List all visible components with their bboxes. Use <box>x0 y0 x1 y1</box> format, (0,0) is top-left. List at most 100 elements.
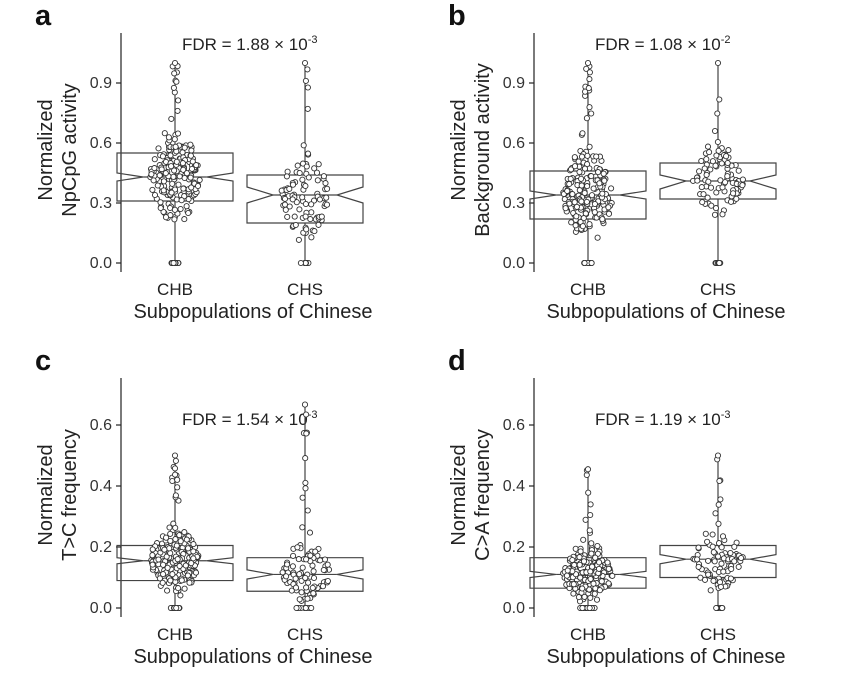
data-point <box>568 219 575 226</box>
data-point <box>739 182 746 189</box>
data-point <box>596 180 603 187</box>
y-tick-label: 0.0 <box>503 600 525 617</box>
y-tick-label: 0.2 <box>90 539 112 556</box>
data-point <box>149 552 156 559</box>
data-point <box>149 546 156 553</box>
data-point <box>719 211 726 218</box>
data-point <box>720 568 727 575</box>
data-point <box>166 524 173 531</box>
data-point <box>171 216 178 223</box>
fdr-exponent: -2 <box>721 34 731 46</box>
data-point <box>172 143 179 150</box>
data-point <box>303 556 310 563</box>
data-point <box>605 210 613 217</box>
data-point <box>302 77 309 84</box>
data-point <box>320 173 327 180</box>
data-point <box>278 187 285 194</box>
fdr-annotation: FDR = 1.08 × 10-2 <box>595 34 730 54</box>
data-point <box>590 580 597 587</box>
data-point <box>189 158 196 165</box>
data-point <box>694 556 701 563</box>
data-point <box>581 593 588 600</box>
fdr-annotation: FDR = 1.54 × 10-3 <box>182 409 317 429</box>
data-point <box>700 191 707 198</box>
notched-box-CHB <box>529 170 647 220</box>
y-tick-label: 0.4 <box>90 478 112 495</box>
data-point <box>321 556 329 563</box>
data-point <box>299 176 306 183</box>
data-point <box>580 536 587 543</box>
data-point <box>180 185 187 192</box>
data-point <box>699 199 706 206</box>
data-point <box>717 583 724 590</box>
data-point <box>155 556 162 563</box>
data-point <box>175 585 182 592</box>
data-point <box>575 594 582 601</box>
data-point <box>304 150 312 157</box>
data-point <box>303 226 310 233</box>
data-point <box>727 549 734 557</box>
data-point <box>193 162 200 169</box>
y-tick-label: 0.9 <box>90 75 112 92</box>
data-point <box>188 184 195 191</box>
x-axis-label: Subpopulations of Chinese <box>133 301 372 323</box>
data-point <box>284 561 291 568</box>
fdr-exponent: -3 <box>308 34 318 46</box>
data-point <box>695 563 702 570</box>
data-point <box>188 147 195 154</box>
data-point <box>703 156 710 163</box>
fdr-annotation: FDR = 1.88 × 10-3 <box>182 34 317 54</box>
data-point <box>171 136 178 143</box>
data-point <box>192 569 200 576</box>
data-point <box>715 540 723 547</box>
data-point <box>181 144 188 151</box>
y-tick-label: 0.6 <box>503 417 525 434</box>
data-point <box>187 141 194 148</box>
x-axis-label: Subpopulations of Chinese <box>546 301 785 323</box>
data-point <box>304 84 311 91</box>
fdr-text: FDR = 1.88 × 10 <box>182 35 308 54</box>
data-point <box>165 134 172 141</box>
data-point <box>571 154 578 161</box>
data-point <box>596 559 603 566</box>
data-point <box>593 153 600 160</box>
data-point <box>605 580 612 587</box>
data-point <box>156 575 163 582</box>
data-point <box>302 182 309 190</box>
data-point-max <box>584 59 592 67</box>
notched-box-CHS <box>659 162 777 200</box>
y-axis-label-line2: C>A frequency <box>472 429 494 561</box>
fdr-text: FDR = 1.54 × 10 <box>182 410 308 429</box>
y-tick-label: 0.6 <box>90 417 112 434</box>
data-point <box>163 534 170 541</box>
data-point <box>292 575 299 582</box>
fdr-text: FDR = 1.08 × 10 <box>595 35 721 54</box>
data-point <box>594 234 601 241</box>
data-point <box>706 149 713 156</box>
data-point <box>722 179 729 186</box>
data-point <box>311 228 318 235</box>
data-point <box>580 558 588 565</box>
data-point <box>576 561 583 568</box>
data-point <box>162 214 170 221</box>
data-point <box>318 213 325 220</box>
data-point <box>593 596 601 603</box>
data-point <box>713 604 720 612</box>
y-axis-label-line2: Background activity <box>472 63 494 236</box>
data-point-max <box>714 59 722 67</box>
x-axis-label: Subpopulations of Chinese <box>546 646 785 668</box>
data-point <box>704 143 712 150</box>
data-point <box>303 584 310 591</box>
data-point <box>289 196 296 203</box>
data-point <box>185 209 192 217</box>
data-point <box>324 561 331 568</box>
data-point <box>719 533 727 540</box>
data-point <box>281 195 289 202</box>
data-point <box>580 215 587 222</box>
data-point <box>592 554 599 561</box>
data-point <box>730 190 737 197</box>
data-point <box>591 209 598 216</box>
data-point <box>704 194 711 201</box>
data-point <box>579 223 586 230</box>
data-point <box>302 604 309 612</box>
